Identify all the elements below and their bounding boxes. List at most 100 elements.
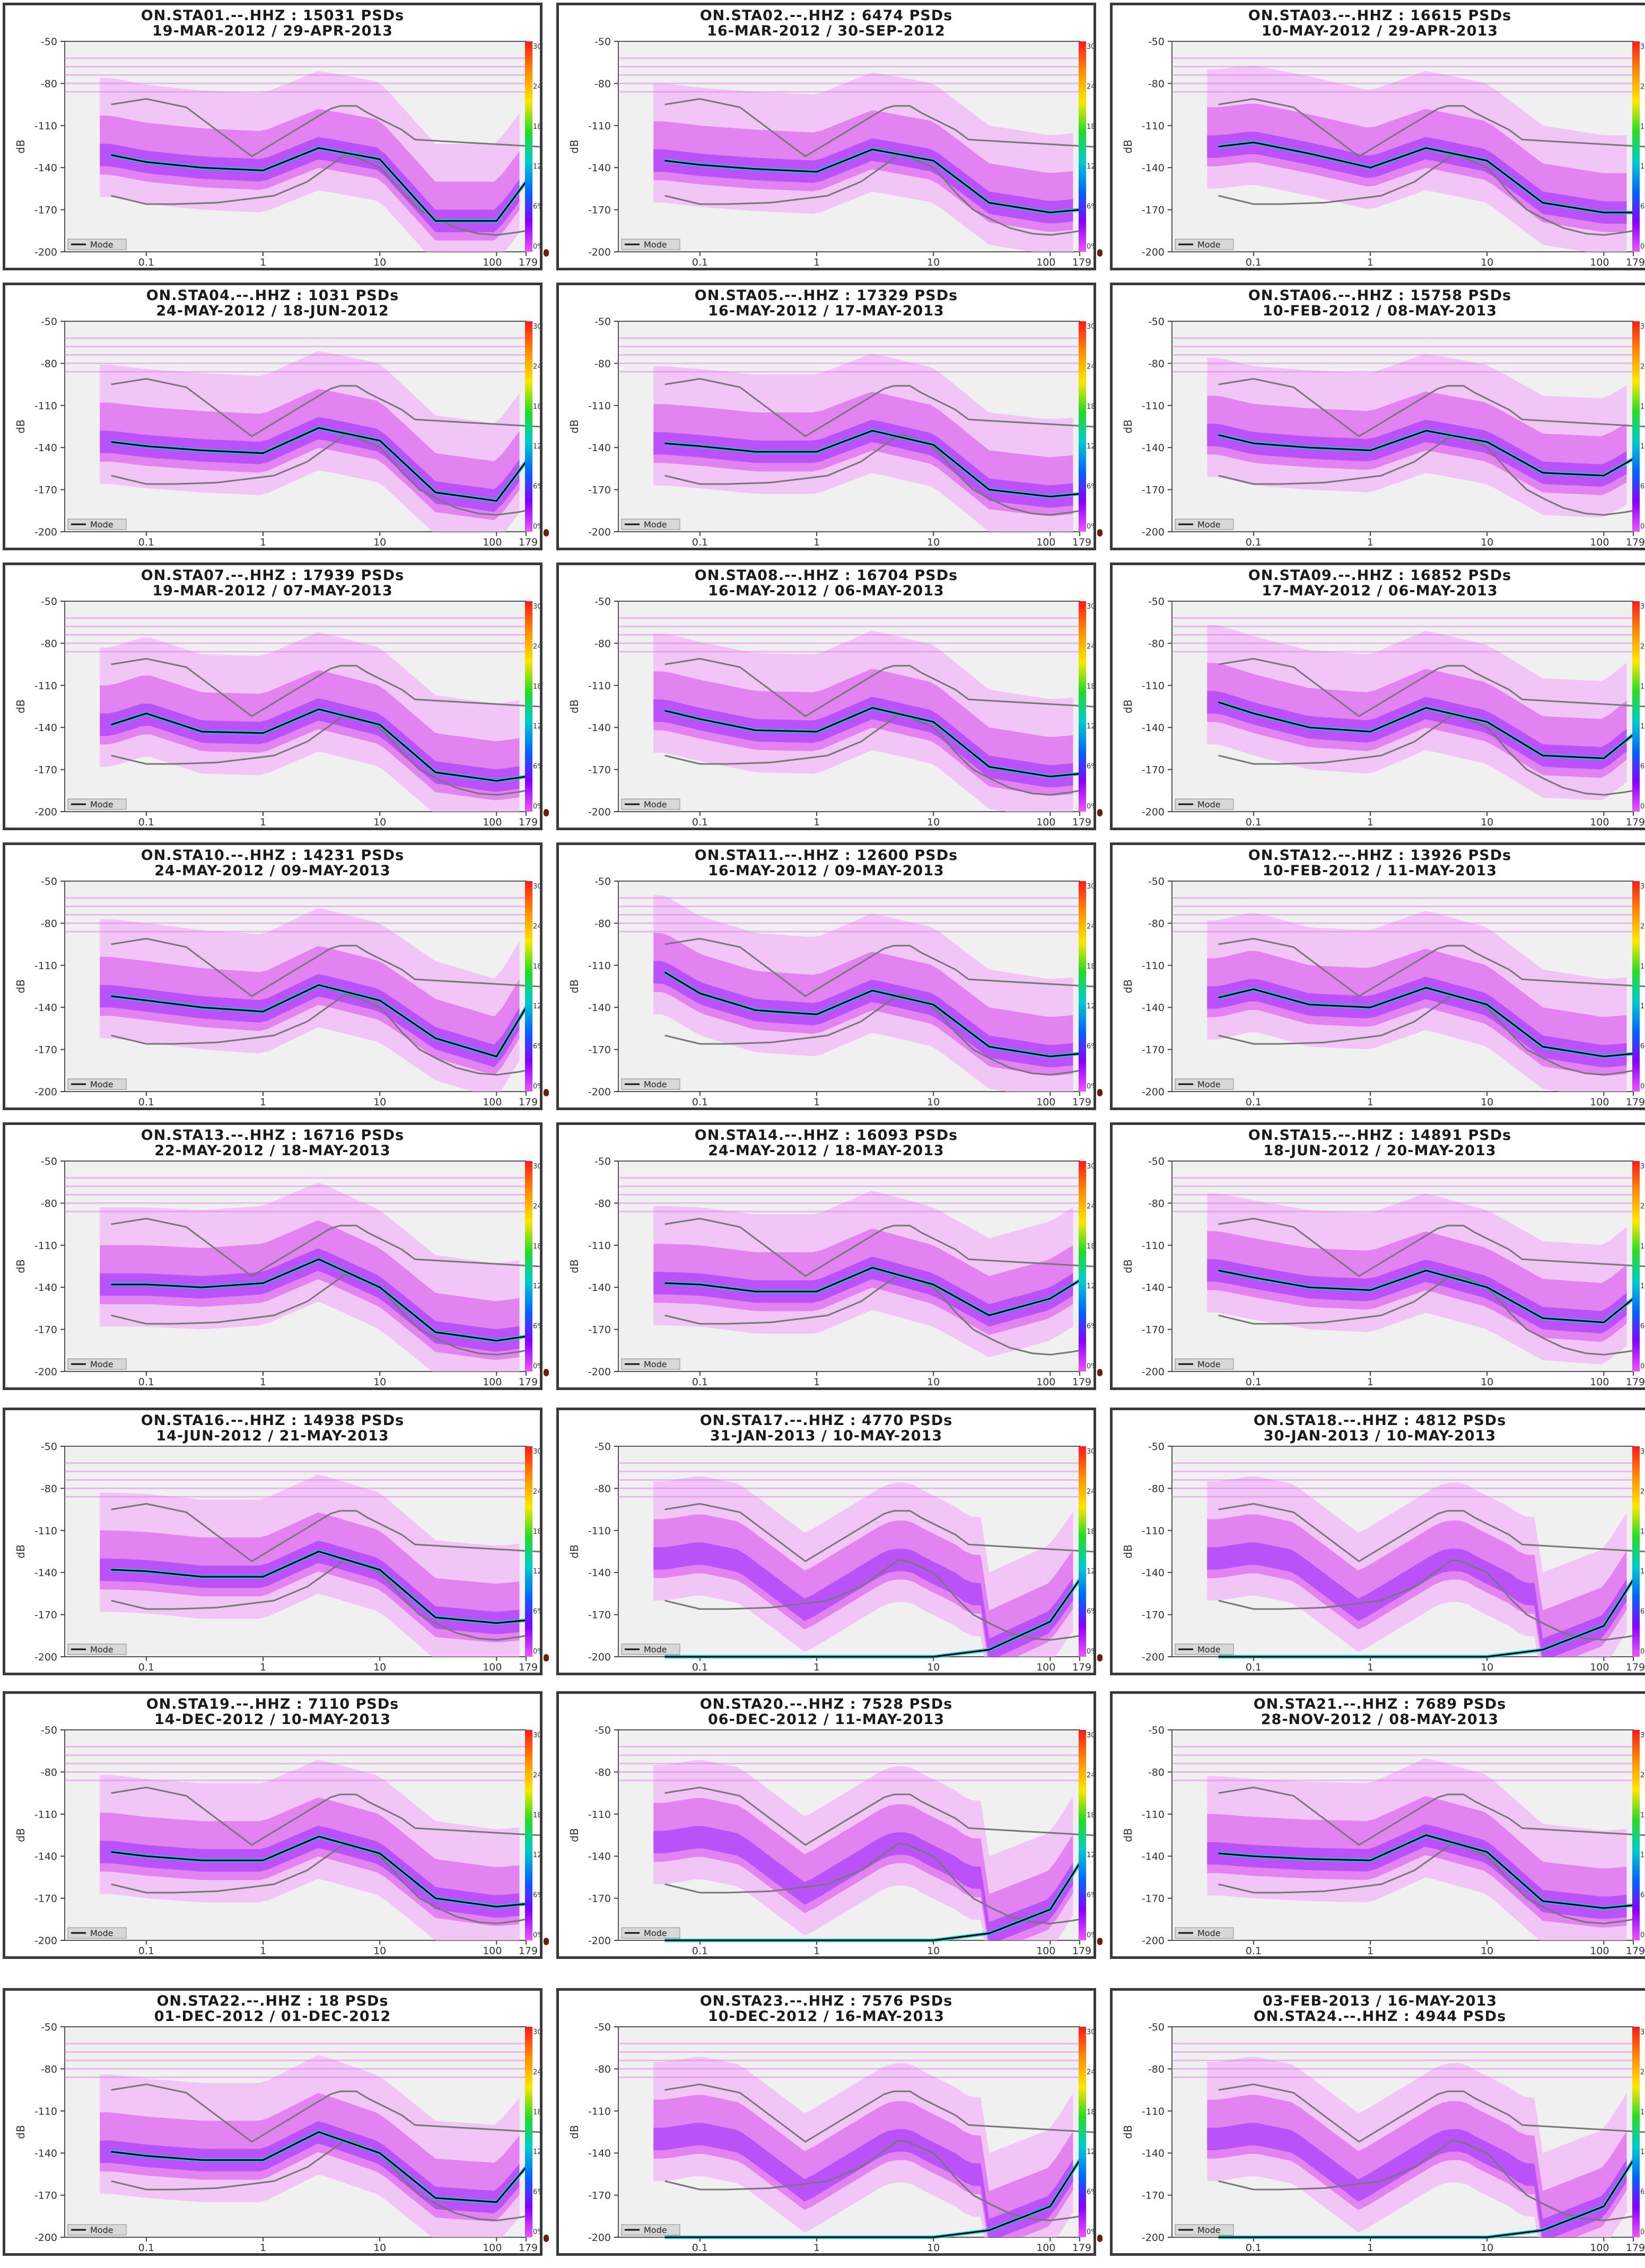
colorbar-tick-label: 12%	[533, 163, 540, 171]
low-noise-model-line	[664, 714, 1080, 796]
chart-title: ON.STA20.--.HHZ : 7528 PSDs	[699, 1696, 953, 1712]
x-tick-label: 1	[260, 2242, 266, 2253]
legend-mode-label: Mode	[1197, 520, 1221, 530]
colorbar-tick-label: 30+	[533, 1731, 540, 1739]
high-noise-model-line	[111, 1217, 540, 1277]
psd-cloud-core	[653, 419, 1073, 508]
y-axis-label: dB	[14, 1259, 27, 1273]
psd-panel-sta12: ON.STA12.--.HHZ : 13926 PSDs 10-FEB-2012 …	[1110, 842, 1645, 1110]
psd-cloud-inner	[1207, 1796, 1627, 1928]
psd-plot: -50-80-110-140-170-200dB0.1110100179Peri…	[1122, 1725, 1645, 1956]
mode-line	[664, 1267, 1080, 1316]
colorbar-tick-label: 0%	[533, 803, 540, 811]
panel-edge-marker	[544, 1089, 549, 1096]
psd-plot: -50-80-110-140-170-200dB0.1110100179Peri…	[1122, 1156, 1645, 1387]
y-axis-label: dB	[568, 979, 581, 993]
y-tick-label: -140	[34, 722, 57, 734]
legend-mode-label: Mode	[644, 1359, 667, 1369]
y-tick-label: -140	[588, 1851, 611, 1862]
psd-panel-sta20: ON.STA20.--.HHZ : 7528 PSDs 06-DEC-2012 /…	[556, 1691, 1096, 1959]
colorbar	[1079, 321, 1086, 532]
psd-plot: -50-80-110-140-170-200dB0.1110100179Peri…	[568, 1156, 1093, 1387]
colorbar-tick-label: 6%	[533, 1043, 540, 1051]
y-tick-label: -140	[1142, 2148, 1165, 2159]
colorbar	[1632, 2027, 1640, 2237]
mode-line	[1218, 1269, 1634, 1323]
y-tick-label: -50	[41, 36, 57, 48]
chart-subtitle: 28-NOV-2012 / 08-MAY-2013	[1261, 1711, 1499, 1728]
psd-cloud-core	[1207, 1259, 1627, 1334]
high-noise-model-line	[111, 98, 540, 157]
y-tick-label: -80	[41, 918, 57, 929]
legend-box	[621, 1927, 680, 1939]
y-tick-label: -140	[34, 1567, 57, 1579]
y-tick-label: -200	[1142, 247, 1165, 258]
x-tick-label: 10	[1481, 1662, 1493, 1673]
y-tick-label: -170	[1142, 205, 1165, 216]
colorbar-tick-label: 24%	[533, 922, 540, 930]
psd-cloud-core	[653, 1826, 1073, 1940]
high-noise-model-line	[111, 1786, 540, 1846]
x-tick-label: 1	[813, 816, 820, 828]
legend-mode-label: Mode	[1197, 1359, 1221, 1369]
high-noise-model-line	[1218, 1502, 1645, 1562]
psd-plot: -50-80-110-140-170-200dB0.1110100179Peri…	[14, 1441, 540, 1673]
legend-mode-label: Mode	[1197, 2225, 1221, 2235]
psd-plot: -50-80-110-140-170-200dB0.1110100179Peri…	[568, 1441, 1093, 1673]
legend-mode-label: Mode	[1197, 1079, 1221, 1089]
colorbar-tick-label: 30+	[1087, 43, 1093, 51]
psd-panel-sta04: ON.STA04.--.HHZ : 1031 PSDs 24-MAY-2012 /…	[3, 283, 542, 550]
colorbar-tick-label: 18%	[533, 403, 540, 411]
y-tick-label: -200	[1142, 806, 1165, 818]
colorbar-tick-label: 24%	[1087, 1488, 1093, 1496]
high-noise-model-line	[111, 377, 540, 437]
y-tick-label: -140	[34, 442, 57, 454]
psd-cloud-core	[653, 1542, 1073, 1657]
x-tick-label: 179	[1072, 816, 1091, 828]
colorbar-tick-label: 24%	[533, 363, 540, 371]
x-tick-label: 0.1	[692, 1376, 708, 1387]
y-tick-label: -110	[588, 1525, 611, 1537]
x-tick-label: 179	[1072, 1945, 1091, 1956]
y-tick-label: -110	[34, 1525, 57, 1537]
colorbar-tick-label: 6%	[1640, 203, 1645, 211]
low-noise-model-line	[111, 154, 527, 236]
x-tick-label: 1	[813, 1096, 820, 1107]
colorbar-tick-label: 6%	[533, 763, 540, 771]
y-tick-label: -50	[41, 876, 57, 887]
psd-plot: -50-80-110-140-170-200dB0.1110100179Peri…	[1122, 316, 1645, 548]
x-tick-label: 10	[373, 257, 386, 268]
low-noise-model-line	[664, 154, 1080, 236]
high-noise-model-line	[1218, 937, 1645, 997]
colorbar-tick-label: 18%	[533, 2108, 540, 2116]
x-tick-label: 100	[483, 257, 502, 268]
psd-density-cloud	[618, 1177, 1080, 1358]
colorbar	[525, 881, 532, 1092]
colorbar-tick-label: 30+	[1640, 1731, 1645, 1739]
y-tick-label: -80	[594, 1766, 611, 1778]
colorbar-tick-label: 12%	[1087, 1282, 1093, 1290]
y-tick-label: -80	[1148, 1483, 1165, 1495]
y-tick-label: -200	[588, 1651, 611, 1663]
x-tick-label: 0.1	[1246, 1376, 1262, 1387]
psd-density-cloud	[65, 337, 526, 532]
psd-plot: -50-80-110-140-170-200dB0.1110100179Peri…	[568, 1725, 1093, 1956]
y-tick-label: -170	[34, 205, 57, 216]
y-tick-label: -170	[588, 1044, 611, 1056]
colorbar-tick-label: 18%	[1640, 2108, 1645, 2116]
high-noise-model-line	[664, 2083, 1093, 2143]
y-tick-label: -50	[594, 2021, 611, 2033]
colorbar-tick-label: 18%	[1087, 403, 1093, 411]
colorbar-tick-label: 24%	[1640, 2068, 1645, 2076]
colorbar	[1079, 1161, 1086, 1372]
chart-subtitle: 19-MAR-2012 / 07-MAY-2013	[152, 583, 393, 599]
colorbar-tick-label: 30+	[533, 603, 540, 611]
panel-edge-marker	[1097, 249, 1102, 257]
x-tick-label: 10	[1481, 537, 1493, 548]
colorbar-tick-label: 18%	[1640, 1812, 1645, 1819]
psd-panel-sta10: ON.STA10.--.HHZ : 14231 PSDs 24-MAY-2012 …	[3, 842, 542, 1110]
mode-line	[664, 707, 1080, 778]
psd-cloud-inner	[1207, 103, 1627, 232]
colorbar-tick-label: 6%	[1640, 1043, 1645, 1051]
chart-subtitle: 14-DEC-2012 / 10-MAY-2013	[154, 1711, 391, 1728]
